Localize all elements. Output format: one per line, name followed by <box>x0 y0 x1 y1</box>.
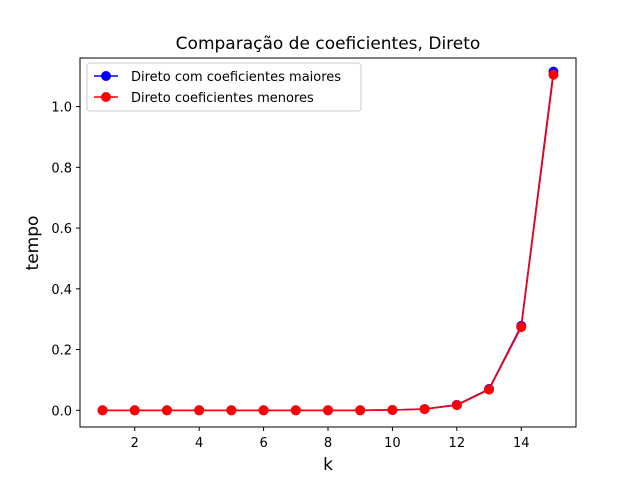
series-2-point <box>129 405 140 416</box>
series-2-point <box>194 405 205 416</box>
series-2-point <box>226 405 237 416</box>
y-tick-label: 0.8 <box>51 161 72 176</box>
series-2-point <box>323 405 333 416</box>
legend-box <box>86 62 362 112</box>
series-layer <box>97 66 559 416</box>
x-tick-label: 4 <box>195 436 203 451</box>
series-2-point <box>516 322 527 333</box>
series-2 <box>97 69 559 416</box>
legend-entry-2: Direto coeficientes menores <box>94 91 314 106</box>
y-tick-label: 0.4 <box>51 283 72 298</box>
chart-title: Comparação de coeficientes, Direto <box>176 34 481 54</box>
series-2-point <box>419 404 430 415</box>
y-axis-label: tempo <box>23 216 43 271</box>
series-2-point <box>258 405 269 416</box>
y-tick-label: 0.0 <box>51 404 72 419</box>
series-2-point <box>387 404 398 415</box>
series-2-point <box>484 384 495 395</box>
series-2-point <box>548 69 559 80</box>
series-2-point <box>355 405 366 416</box>
series-2-point <box>451 400 462 411</box>
y-axis: 0.0 0.2 0.4 0.6 0.8 1.0 <box>51 101 80 419</box>
x-tick-label: 10 <box>384 436 401 451</box>
x-tick-label: 12 <box>449 436 466 451</box>
y-tick-label: 0.6 <box>51 222 72 237</box>
legend-label-2: Direto coeficientes menores <box>131 91 314 106</box>
y-tick-label: 1.0 <box>51 101 72 116</box>
series-2-point <box>97 405 108 416</box>
x-axis-label: k <box>323 455 333 475</box>
series-2-point <box>290 405 301 416</box>
legend-marker-2 <box>101 92 111 102</box>
legend-label-1: Direto com coeficientes maiores <box>131 70 341 85</box>
x-tick-label: 2 <box>131 436 139 451</box>
series-2-point <box>161 405 172 416</box>
legend: Direto com coeficientes maiores Direto c… <box>86 62 362 112</box>
x-tick-label: 6 <box>259 436 267 451</box>
x-axis: 2 4 6 8 10 12 14 <box>131 427 530 451</box>
y-tick-label: 0.2 <box>51 344 72 359</box>
legend-entry-1: Direto com coeficientes maiores <box>94 70 341 85</box>
x-tick-label: 14 <box>513 436 530 451</box>
x-tick-label: 8 <box>324 436 332 451</box>
legend-marker-1 <box>101 71 111 81</box>
